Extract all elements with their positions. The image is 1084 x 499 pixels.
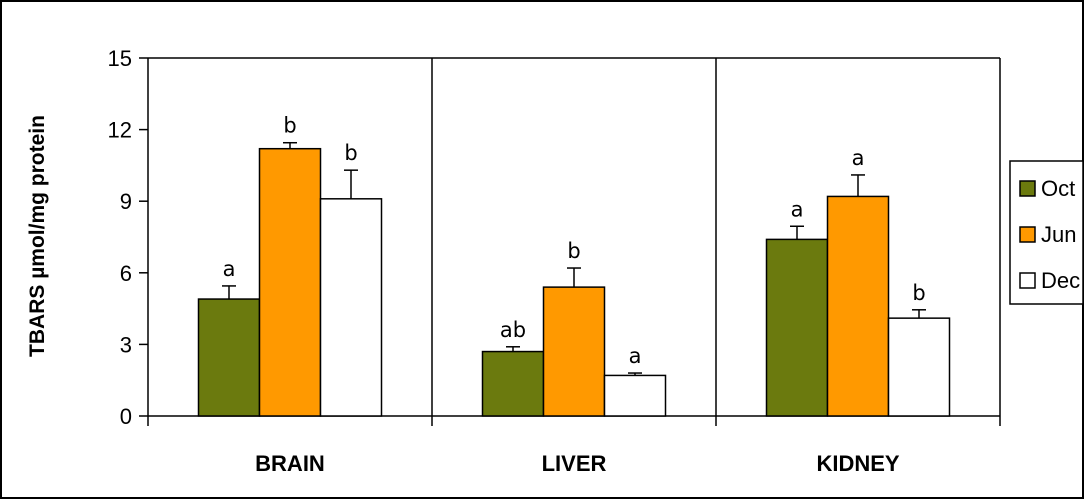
y-axis-title: TBARS µmol/mg protein — [26, 115, 49, 357]
legend-label: Oct — [1041, 176, 1075, 201]
significance-label: a — [852, 146, 865, 170]
legend-swatch — [1019, 272, 1036, 289]
legend-swatch — [1019, 226, 1036, 243]
significance-label: a — [223, 257, 236, 281]
significance-label: a — [791, 197, 804, 221]
y-tick-label: 3 — [120, 332, 132, 357]
significance-label: ab — [500, 318, 526, 342]
legend: Oct Jun Dec — [1009, 160, 1084, 305]
bars — [197, 141, 951, 417]
y-tick-label: 15 — [108, 46, 132, 71]
legend-label: Jun — [1041, 222, 1076, 247]
y-tick-label: 9 — [120, 189, 132, 214]
bar — [319, 198, 383, 417]
bar — [887, 317, 951, 417]
y-tick-label: 12 — [108, 118, 132, 143]
significance-label: b — [344, 141, 357, 165]
bar — [197, 298, 261, 417]
legend-label: Dec — [1041, 268, 1080, 293]
y-tick-label: 0 — [120, 404, 132, 429]
significance-label: b — [912, 281, 925, 305]
y-tick-label: 6 — [120, 261, 132, 286]
significance-label: b — [283, 114, 296, 138]
category-label: LIVER — [542, 451, 607, 476]
bar — [542, 286, 606, 417]
significance-label: b — [567, 239, 580, 263]
bar — [826, 195, 890, 417]
bar — [603, 374, 667, 417]
category-label: KIDNEY — [816, 451, 899, 476]
bar — [481, 350, 545, 417]
category-label: BRAIN — [255, 451, 325, 476]
significance-label: a — [629, 344, 642, 368]
legend-swatch — [1019, 180, 1036, 197]
bar — [765, 238, 829, 417]
bar — [258, 147, 322, 417]
